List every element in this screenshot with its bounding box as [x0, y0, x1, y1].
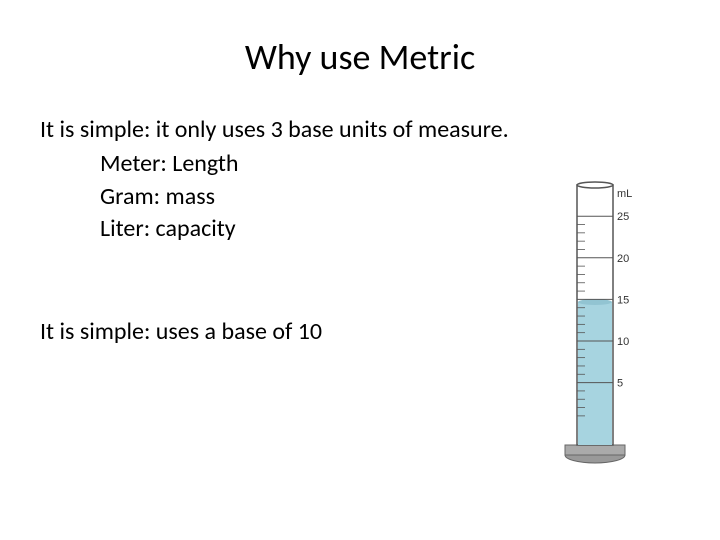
svg-text:25: 25	[617, 211, 629, 223]
svg-text:15: 15	[617, 294, 629, 306]
svg-text:5: 5	[617, 378, 623, 390]
svg-text:10: 10	[617, 336, 629, 348]
svg-text:mL: mL	[617, 188, 632, 200]
svg-text:20: 20	[617, 253, 629, 265]
intro-text: It is simple: it only uses 3 base units …	[40, 114, 680, 146]
graduated-cylinder-image: 25 20 15 10 5 mL	[555, 175, 635, 465]
cylinder-svg: 25 20 15 10 5 mL	[555, 175, 635, 465]
slide-title: Why use Metric	[40, 35, 680, 79]
